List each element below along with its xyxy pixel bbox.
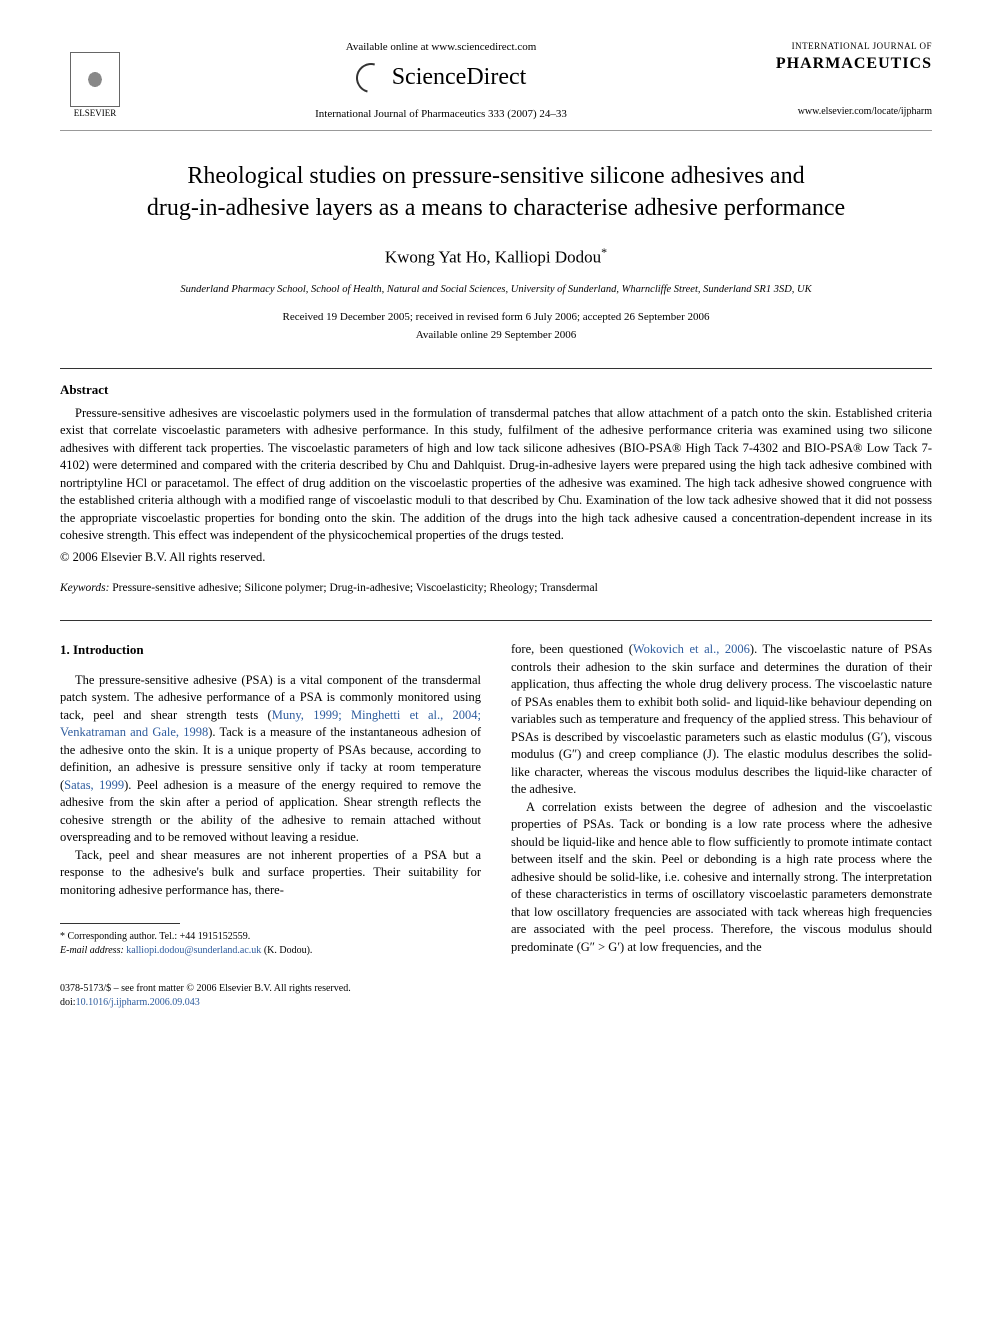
journal-name: PHARMACEUTICS bbox=[752, 53, 932, 75]
doi-label: doi: bbox=[60, 997, 76, 1008]
column-right: fore, been questioned (Wokovich et al., … bbox=[511, 641, 932, 958]
abstract-text: Pressure-sensitive adhesives are viscoel… bbox=[60, 405, 932, 545]
publisher-logo: ELSEVIER bbox=[60, 40, 130, 120]
sciencedirect-text: ScienceDirect bbox=[392, 61, 527, 95]
sciencedirect-swoosh-icon bbox=[350, 58, 391, 99]
corresponding-footnote: * Corresponding author. Tel.: +44 191515… bbox=[60, 930, 481, 944]
doi-link[interactable]: 10.1016/j.ijpharm.2006.09.043 bbox=[76, 997, 200, 1008]
email-link[interactable]: kalliopi.dodou@sunderland.ac.uk bbox=[126, 945, 261, 956]
footer-meta: 0378-5173/$ – see front matter © 2006 El… bbox=[60, 982, 932, 1010]
abstract-top-divider bbox=[60, 368, 932, 369]
email-label: E-mail address: bbox=[60, 945, 124, 956]
citation-link[interactable]: Wokovich et al., 2006 bbox=[633, 642, 750, 656]
abstract-bottom-divider bbox=[60, 620, 932, 621]
header-row: ELSEVIER Available online at www.science… bbox=[60, 40, 932, 122]
email-attribution: (K. Dodou). bbox=[264, 945, 313, 956]
abstract-heading: Abstract bbox=[60, 381, 932, 399]
email-footnote: E-mail address: kalliopi.dodou@sunderlan… bbox=[60, 944, 481, 958]
author-names: Kwong Yat Ho, Kalliopi Dodou bbox=[385, 247, 601, 266]
title-line-1: Rheological studies on pressure-sensitiv… bbox=[187, 163, 804, 189]
abstract-copyright: © 2006 Elsevier B.V. All rights reserved… bbox=[60, 549, 932, 567]
doi-line: doi:10.1016/j.ijpharm.2006.09.043 bbox=[60, 996, 932, 1010]
corresponding-mark: * bbox=[601, 245, 607, 259]
abstract-body: Pressure-sensitive adhesives are viscoel… bbox=[60, 406, 932, 543]
intro-para-3: A correlation exists between the degree … bbox=[511, 799, 932, 957]
received-dates: Received 19 December 2005; received in r… bbox=[60, 310, 932, 325]
center-header: Available online at www.sciencedirect.co… bbox=[130, 40, 752, 122]
column-left: 1. Introduction The pressure-sensitive a… bbox=[60, 641, 481, 958]
available-date: Available online 29 September 2006 bbox=[60, 328, 932, 343]
journal-url[interactable]: www.elsevier.com/locate/ijpharm bbox=[752, 105, 932, 119]
title-line-2: drug-in-adhesive layers as a means to ch… bbox=[147, 195, 845, 221]
article-title: Rheological studies on pressure-sensitiv… bbox=[100, 161, 892, 223]
introduction-heading: 1. Introduction bbox=[60, 641, 481, 659]
sciencedirect-logo[interactable]: ScienceDirect bbox=[130, 61, 752, 95]
intro-para-2: Tack, peel and shear measures are not in… bbox=[60, 847, 481, 900]
footnote-divider bbox=[60, 923, 180, 924]
keywords: Keywords: Pressure-sensitive adhesive; S… bbox=[60, 580, 932, 596]
header-divider bbox=[60, 130, 932, 131]
elsevier-tree-icon bbox=[70, 52, 120, 107]
journal-branding: INTERNATIONAL JOURNAL OF PHARMACEUTICS w… bbox=[752, 40, 932, 119]
body-columns: 1. Introduction The pressure-sensitive a… bbox=[60, 641, 932, 958]
keywords-text: Pressure-sensitive adhesive; Silicone po… bbox=[112, 582, 598, 594]
intro-para-1: The pressure-sensitive adhesive (PSA) is… bbox=[60, 672, 481, 847]
publisher-name: ELSEVIER bbox=[74, 107, 117, 120]
keywords-label: Keywords: bbox=[60, 582, 109, 594]
citation-link[interactable]: Satas, 1999 bbox=[64, 778, 124, 792]
available-online-text: Available online at www.sciencedirect.co… bbox=[130, 40, 752, 55]
journal-citation: International Journal of Pharmaceutics 3… bbox=[130, 107, 752, 122]
intro-para-continuation: fore, been questioned (Wokovich et al., … bbox=[511, 641, 932, 799]
journal-label: INTERNATIONAL JOURNAL OF bbox=[752, 40, 932, 53]
authors: Kwong Yat Ho, Kalliopi Dodou* bbox=[60, 244, 932, 269]
affiliation: Sunderland Pharmacy School, School of He… bbox=[60, 283, 932, 298]
issn-line: 0378-5173/$ – see front matter © 2006 El… bbox=[60, 982, 932, 996]
